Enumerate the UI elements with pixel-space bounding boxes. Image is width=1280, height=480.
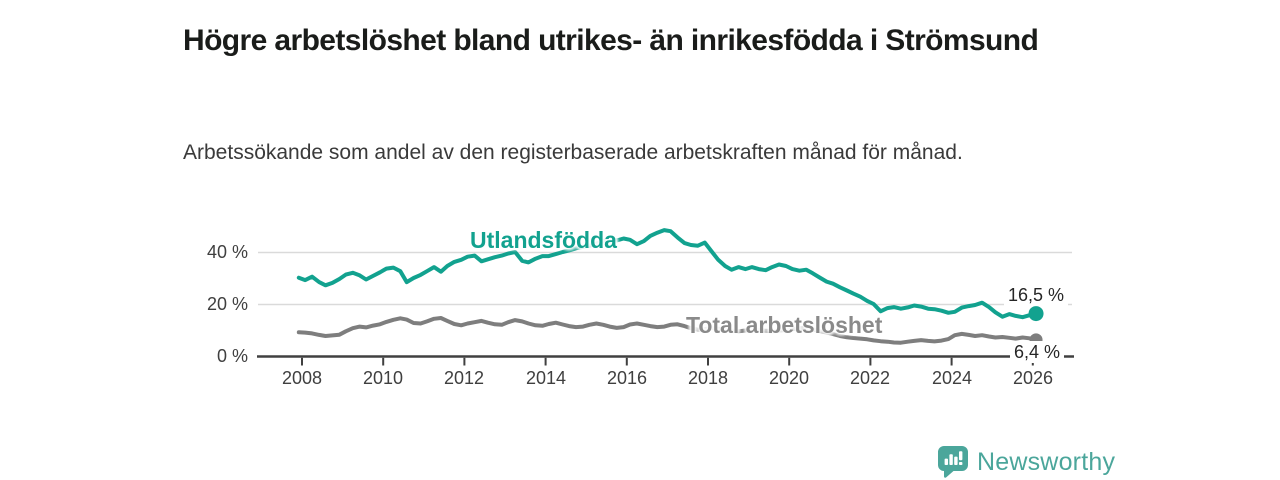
y-axis-label-40: 40 % (206, 242, 248, 262)
newsworthy-logo-link[interactable]: Newsworthy (937, 445, 1115, 478)
x-axis-label-2026: 2026 (1012, 368, 1054, 388)
x-axis-label-2010: 2010 (362, 368, 404, 388)
end-value-label-total: 6,4 % (1010, 341, 1065, 363)
x-axis-label-2008: 2008 (281, 368, 323, 388)
x-axis-label-2020: 2020 (768, 368, 810, 388)
series-label-utlandsfodda: Utlandsfödda (470, 227, 617, 253)
x-axis-label-2024: 2024 (931, 368, 973, 388)
y-axis-label-20: 20 % (206, 294, 248, 314)
chart-subtitle: Arbetssökande som andel av den registerb… (183, 141, 963, 164)
x-axis-label-2018: 2018 (687, 368, 729, 388)
end-value-label-utlandsfodda: 16,5 % (1004, 284, 1069, 306)
x-axis-label-2012: 2012 (443, 368, 485, 388)
x-axis-label-2016: 2016 (606, 368, 648, 388)
x-axis-label-2014: 2014 (525, 368, 567, 388)
x-axis-label-2022: 2022 (849, 368, 891, 388)
newsworthy-logo-text: Newsworthy (977, 447, 1116, 476)
series-label-total-arbetsloshet: Total arbetslöshet (686, 312, 883, 338)
chart-title: Högre arbetslöshet bland utrikes- än inr… (183, 24, 1039, 58)
newsworthy-chart-bubble-icon (938, 446, 968, 478)
y-axis-label-0: 0 % (216, 346, 248, 366)
